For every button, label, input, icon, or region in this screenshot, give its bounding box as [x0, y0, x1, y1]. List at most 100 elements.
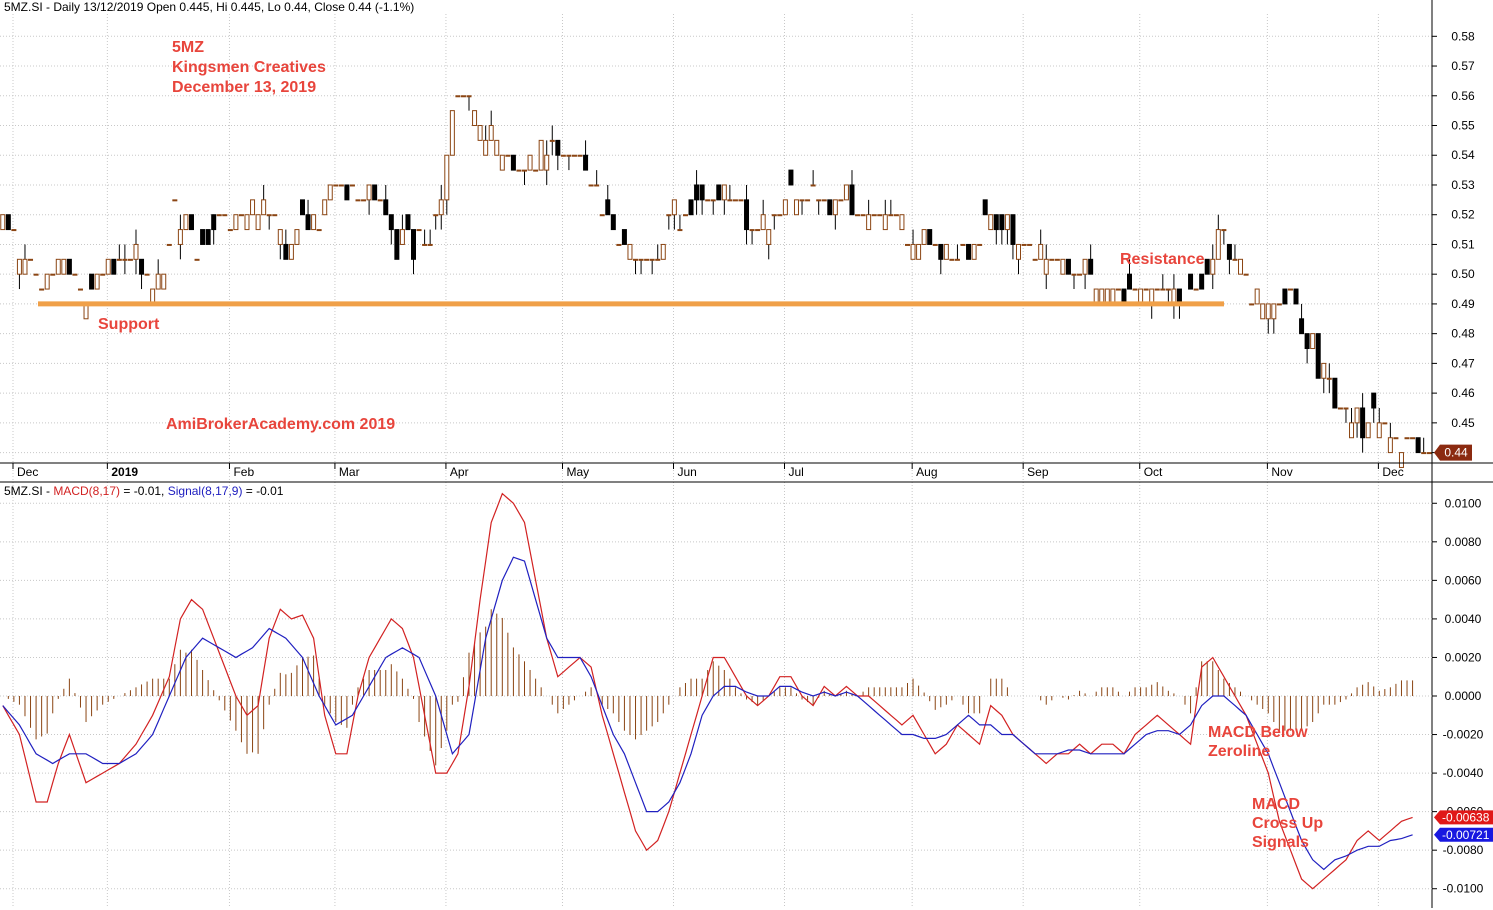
- price-bar-body: [255, 214, 261, 231]
- price-bar-body: [89, 273, 95, 290]
- price-bar-body: [699, 184, 705, 201]
- price-bar-body: [183, 214, 189, 231]
- price-bar-body: [61, 258, 67, 275]
- price-bar-body: [77, 288, 83, 291]
- price-bar-body: [305, 214, 311, 231]
- macd-below-label: MACD Below: [1208, 724, 1308, 741]
- macd-header: 5MZ.SI - MACD(8,17) = -0.01, Signal(8,17…: [4, 484, 284, 498]
- price-bar-body: [1299, 318, 1305, 335]
- price-bar-body: [505, 154, 511, 157]
- price-bar-body: [893, 214, 899, 217]
- price-bar-body: [1049, 258, 1055, 261]
- price-bar-body: [1393, 437, 1399, 440]
- price-bar-body: [1232, 258, 1238, 261]
- price-bar-body: [1154, 288, 1160, 291]
- price-bar-body: [1188, 273, 1194, 290]
- signal-value-tag: [1434, 827, 1493, 842]
- price-bar-body: [188, 214, 194, 231]
- price-bar-body: [982, 199, 988, 216]
- price-tick-label: 0.56: [1451, 89, 1475, 103]
- price-bar-body: [1254, 288, 1260, 305]
- month-label: Feb: [233, 465, 254, 479]
- price-bar-body: [1304, 333, 1310, 350]
- price-bar-body: [333, 184, 339, 187]
- price-bar-body: [33, 273, 39, 276]
- price-bar-body: [455, 95, 461, 98]
- price-bar-body: [583, 154, 589, 171]
- macd-tick-label: 0.0020: [1445, 650, 1482, 664]
- price-bar-body: [1293, 288, 1299, 305]
- price-bar-body: [1321, 362, 1327, 379]
- price-bar-body: [388, 214, 394, 231]
- price-bar-body: [810, 184, 816, 187]
- cross-up-label: Signals: [1252, 834, 1309, 851]
- price-bar-body: [261, 199, 267, 216]
- price-bar-body: [11, 229, 17, 232]
- price-bar-body: [1326, 377, 1332, 380]
- price-tick-label: 0.45: [1451, 416, 1475, 430]
- price-bar-body: [0, 214, 6, 231]
- month-label: Mar: [339, 465, 360, 479]
- macd-tick-label: -0.0100: [1443, 882, 1484, 896]
- price-bar-body: [1038, 243, 1044, 260]
- macd-line: [2, 492, 1413, 890]
- price-bar-body: [1426, 452, 1432, 455]
- price-bar-body: [355, 199, 361, 202]
- price-bar-body: [516, 169, 522, 172]
- watermark-label: AmiBrokerAcademy.com 2019: [166, 416, 395, 433]
- price-bar-body: [233, 214, 239, 231]
- macd-header-ticker: 5MZ.SI -: [4, 484, 53, 498]
- price-tick-label: 0.55: [1451, 119, 1475, 133]
- price-bar-body: [827, 199, 833, 216]
- price-bar-body: [633, 258, 639, 261]
- price-bar-body: [1382, 422, 1388, 425]
- price-bar-body: [866, 214, 872, 231]
- price-tick-label: 0.54: [1451, 148, 1475, 162]
- price-bar-body: [1360, 407, 1366, 439]
- price-bar-body: [660, 243, 666, 260]
- price-bar-body: [416, 229, 422, 232]
- price-bar-body: [1332, 377, 1338, 409]
- price-bar-body: [1282, 288, 1288, 305]
- price-bar-body: [960, 243, 966, 246]
- price-bar-body: [932, 243, 938, 246]
- price-bar-body: [1265, 303, 1271, 320]
- price-bar-body: [688, 199, 694, 216]
- month-label: Jun: [677, 465, 696, 479]
- price-bar-body: [588, 184, 594, 187]
- price-bar-body: [399, 229, 405, 245]
- price-bar-body: [28, 258, 34, 261]
- price-bar-body: [444, 154, 450, 201]
- price-bar-body: [1221, 229, 1227, 232]
- price-bar-body: [349, 184, 355, 187]
- price-bar-body: [477, 125, 483, 141]
- price-bar-body: [1365, 422, 1371, 439]
- price-bar-body: [538, 139, 544, 171]
- price-bar-body: [39, 288, 45, 291]
- price-bar-body: [1210, 258, 1216, 275]
- price-bar-body: [577, 154, 583, 157]
- price-bar-body: [1071, 273, 1077, 276]
- price-bar-body: [111, 258, 117, 275]
- price-bar-body: [1404, 437, 1410, 440]
- price-bar-body: [616, 243, 622, 246]
- price-bar-body: [527, 154, 533, 171]
- price-bar-body: [116, 258, 122, 261]
- price-bar-body: [993, 214, 999, 231]
- price-tick-label: 0.57: [1451, 59, 1475, 73]
- price-bar-body: [1315, 333, 1321, 379]
- price-bar-body: [988, 214, 994, 231]
- price-bar-body: [311, 214, 317, 231]
- price-bar-body: [877, 214, 883, 217]
- price-bar-body: [1310, 333, 1316, 350]
- price-bar-body: [1115, 288, 1121, 291]
- price-bar-body: [749, 229, 755, 232]
- price-bar-body: [522, 169, 528, 172]
- price-bar-body: [327, 184, 333, 201]
- price-bar-body: [954, 258, 960, 261]
- price-header: 5MZ.SI - Daily 13/12/2019 Open 0.445, Hi…: [4, 0, 414, 14]
- price-bar-body: [594, 184, 600, 187]
- price-bar-body: [1349, 422, 1355, 439]
